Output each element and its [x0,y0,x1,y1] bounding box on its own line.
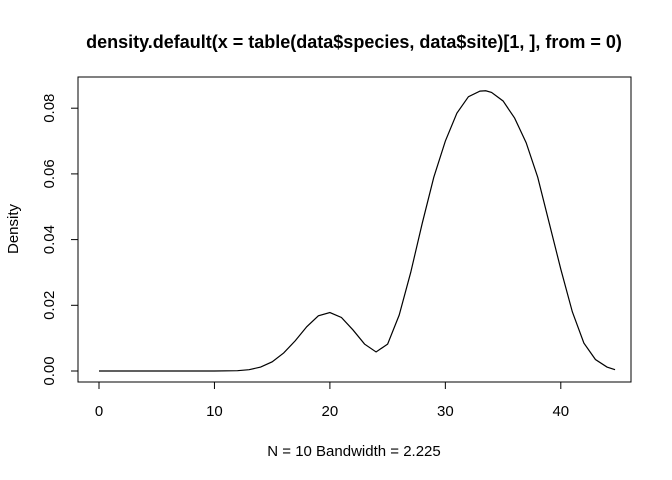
x-tick-label: 30 [437,403,454,420]
x-tick-label: 10 [206,403,223,420]
x-axis-label: N = 10 Bandwidth = 2.225 [267,443,440,460]
y-tick-label: 0.06 [41,159,58,188]
y-axis: 0.00 0.02 0.04 0.06 0.08 [41,94,79,386]
chart-title: density.default(x = table(data$species, … [86,32,622,52]
x-tick-label: 20 [322,403,339,420]
y-tick-label: 0.08 [41,94,58,123]
x-tick-label: 0 [95,403,103,420]
y-axis-label: Density [5,203,22,254]
y-tick-label: 0.02 [41,291,58,320]
density-curve [99,90,616,372]
plot-frame [77,76,632,383]
y-tick-label: 0.04 [41,225,58,254]
y-tick-label: 0.00 [41,356,58,385]
x-axis: 0 10 20 30 40 [95,381,569,420]
x-tick-label: 40 [552,403,569,420]
